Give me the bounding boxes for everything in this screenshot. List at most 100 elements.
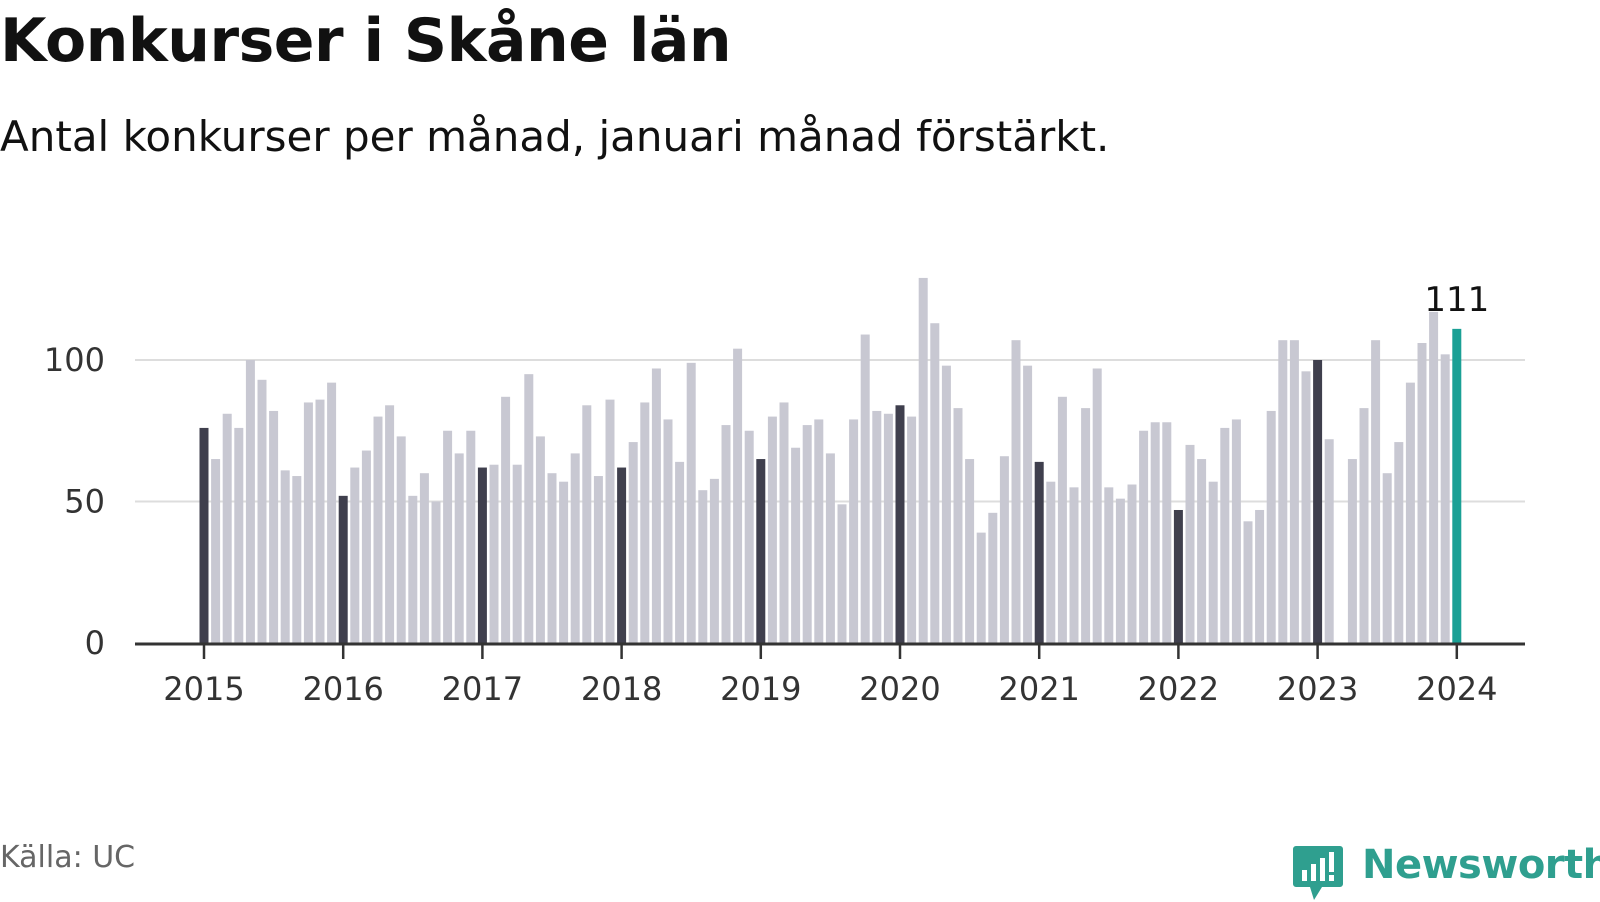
bar <box>1324 439 1334 643</box>
bar <box>1208 481 1218 643</box>
bar <box>1266 410 1276 643</box>
x-tick-label: 2020 <box>859 670 940 708</box>
bar <box>744 430 754 643</box>
bar <box>965 459 975 643</box>
bar <box>1243 521 1253 643</box>
bar <box>222 413 232 643</box>
bar <box>454 453 464 643</box>
bar <box>999 456 1009 643</box>
bar <box>907 416 917 643</box>
bar <box>698 490 708 643</box>
bar <box>419 473 429 643</box>
bar <box>756 459 766 643</box>
bar <box>640 402 650 643</box>
bar <box>918 277 928 643</box>
bar <box>1197 459 1207 643</box>
bar <box>350 467 360 643</box>
bar <box>1347 459 1357 643</box>
bar <box>663 419 673 643</box>
bar <box>373 416 383 643</box>
x-tick-label: 2015 <box>163 670 244 708</box>
bar <box>953 408 963 643</box>
bar <box>431 501 441 643</box>
bar <box>1115 498 1125 643</box>
brand-name: Newsworthy <box>1362 842 1600 888</box>
bar <box>651 368 661 643</box>
bar <box>721 425 731 643</box>
bar <box>1417 343 1427 643</box>
bar <box>1278 340 1288 643</box>
bar <box>385 405 395 643</box>
bar <box>211 459 221 643</box>
bar <box>245 360 255 643</box>
x-tick-label: 2024 <box>1416 670 1497 708</box>
bar <box>489 464 499 643</box>
bar <box>303 402 313 643</box>
x-tick-label: 2016 <box>302 670 383 708</box>
bar <box>988 512 998 643</box>
bar <box>1023 365 1033 643</box>
bar <box>1371 340 1381 643</box>
bar <box>1046 481 1056 643</box>
bar <box>791 447 801 643</box>
bar <box>1382 473 1392 643</box>
bar <box>1289 340 1299 643</box>
bar <box>269 410 279 643</box>
bar <box>709 478 719 643</box>
y-tick-label: 50 <box>64 483 105 521</box>
bar <box>605 399 615 643</box>
bar <box>582 405 592 643</box>
x-tick-label: 2022 <box>1138 670 1219 708</box>
bar <box>1255 509 1265 643</box>
bar <box>617 467 627 643</box>
bar <box>443 430 453 643</box>
bar <box>257 379 267 643</box>
bar <box>1394 442 1404 643</box>
bar <box>1440 354 1450 643</box>
source-note: Källa: UC <box>0 840 136 875</box>
bar <box>477 467 487 643</box>
bar <box>837 504 847 643</box>
bar <box>941 365 951 643</box>
bar <box>1220 427 1230 643</box>
x-tick-label: 2023 <box>1277 670 1358 708</box>
bar <box>779 402 789 643</box>
bar <box>1162 422 1172 643</box>
y-tick-label: 100 <box>44 341 105 379</box>
bar <box>315 399 325 643</box>
bar <box>559 481 569 643</box>
bar <box>535 436 545 643</box>
x-tick-label: 2018 <box>581 670 662 708</box>
bar <box>408 495 418 643</box>
latest-value-label: 111 <box>1424 280 1489 320</box>
newsworthy-logo-icon <box>1293 846 1343 900</box>
bar <box>1405 382 1415 643</box>
bar <box>895 405 905 643</box>
bar <box>1231 419 1241 643</box>
bar <box>1092 368 1102 643</box>
bar <box>1150 422 1160 643</box>
bar <box>814 419 824 643</box>
bar <box>872 410 882 643</box>
chart-title: Konkurser i Skåne län <box>0 6 732 76</box>
bar <box>327 382 337 643</box>
bar <box>524 374 534 643</box>
bar <box>1301 371 1311 643</box>
chart-subtitle: Antal konkurser per månad, januari månad… <box>0 112 1110 161</box>
bar <box>1011 340 1021 643</box>
bar <box>860 334 870 643</box>
bar <box>1127 484 1137 643</box>
bar <box>976 532 986 643</box>
bar <box>547 473 557 643</box>
bar <box>292 476 302 643</box>
bar <box>1313 360 1323 643</box>
x-tick-label: 2019 <box>720 670 801 708</box>
bar <box>802 425 812 643</box>
bar <box>1034 461 1044 643</box>
bar <box>1173 509 1183 643</box>
bar <box>628 442 638 643</box>
bar <box>825 453 835 643</box>
bar <box>883 413 893 643</box>
bar <box>501 396 511 643</box>
